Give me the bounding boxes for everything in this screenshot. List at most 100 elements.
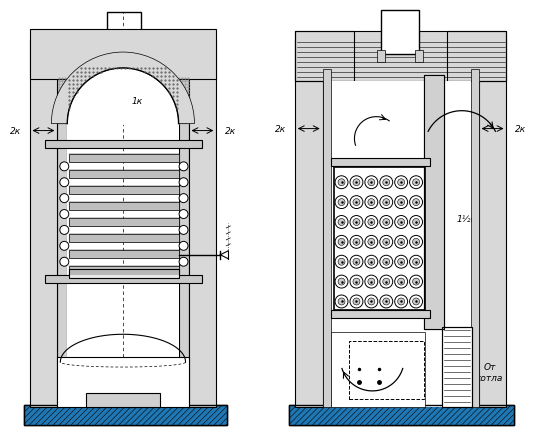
- Bar: [289, 405, 514, 425]
- Circle shape: [398, 179, 405, 186]
- Bar: [30, 30, 216, 80]
- Bar: [330, 311, 430, 318]
- Circle shape: [335, 196, 348, 209]
- Bar: [289, 405, 514, 425]
- Circle shape: [338, 279, 345, 286]
- Circle shape: [398, 199, 405, 206]
- Circle shape: [338, 219, 345, 226]
- Text: 2к: 2к: [225, 127, 236, 136]
- Circle shape: [368, 219, 375, 226]
- Circle shape: [380, 196, 393, 209]
- Bar: [377, 51, 385, 63]
- Circle shape: [398, 298, 405, 305]
- Circle shape: [350, 295, 363, 308]
- Circle shape: [335, 236, 348, 249]
- Bar: [24, 405, 227, 425]
- Text: 1к: 1к: [132, 97, 142, 106]
- Bar: [447, 32, 507, 82]
- Bar: [295, 40, 323, 407]
- Bar: [30, 30, 216, 80]
- Bar: [289, 405, 514, 425]
- Circle shape: [350, 216, 363, 229]
- Circle shape: [365, 216, 378, 229]
- Bar: [471, 70, 479, 407]
- Bar: [442, 328, 472, 407]
- Circle shape: [353, 279, 360, 286]
- Circle shape: [412, 259, 419, 265]
- Circle shape: [412, 239, 419, 246]
- Circle shape: [365, 177, 378, 189]
- Bar: [330, 82, 471, 407]
- Bar: [447, 32, 507, 82]
- Circle shape: [179, 178, 188, 187]
- Circle shape: [353, 179, 360, 186]
- Circle shape: [60, 226, 69, 235]
- Bar: [57, 80, 67, 407]
- Circle shape: [410, 216, 423, 229]
- Circle shape: [410, 177, 423, 189]
- Bar: [70, 171, 178, 179]
- Bar: [30, 40, 57, 407]
- Circle shape: [395, 295, 407, 308]
- Bar: [70, 155, 178, 163]
- Circle shape: [179, 210, 188, 219]
- Bar: [295, 32, 355, 82]
- Bar: [70, 234, 178, 242]
- Circle shape: [365, 196, 378, 209]
- Circle shape: [380, 276, 393, 288]
- Bar: [479, 40, 507, 407]
- Circle shape: [410, 256, 423, 268]
- Text: От
котла: От котла: [476, 363, 503, 382]
- Circle shape: [335, 295, 348, 308]
- Circle shape: [60, 242, 69, 251]
- Circle shape: [368, 239, 375, 246]
- Circle shape: [383, 298, 390, 305]
- Circle shape: [383, 259, 390, 265]
- Circle shape: [383, 279, 390, 286]
- Bar: [323, 70, 330, 407]
- Circle shape: [365, 256, 378, 268]
- Circle shape: [380, 256, 393, 268]
- Text: 1½к: 1½к: [457, 214, 476, 223]
- Circle shape: [60, 178, 69, 187]
- Circle shape: [353, 239, 360, 246]
- Circle shape: [410, 236, 423, 249]
- Bar: [479, 40, 507, 407]
- Circle shape: [353, 259, 360, 265]
- Circle shape: [368, 199, 375, 206]
- Bar: [295, 32, 355, 82]
- Text: 2к: 2к: [515, 125, 526, 134]
- Bar: [24, 405, 227, 425]
- Bar: [70, 250, 178, 258]
- Circle shape: [60, 258, 69, 267]
- Bar: [137, 40, 147, 52]
- Circle shape: [412, 179, 419, 186]
- Bar: [178, 80, 189, 407]
- Circle shape: [179, 194, 188, 203]
- Bar: [295, 40, 323, 407]
- Circle shape: [179, 226, 188, 235]
- Circle shape: [60, 194, 69, 203]
- Circle shape: [412, 298, 419, 305]
- Bar: [107, 13, 141, 45]
- Circle shape: [365, 236, 378, 249]
- Circle shape: [179, 162, 188, 171]
- Bar: [424, 76, 444, 329]
- Bar: [330, 159, 430, 167]
- Circle shape: [335, 216, 348, 229]
- Bar: [24, 405, 227, 425]
- Bar: [67, 80, 178, 407]
- Bar: [424, 76, 444, 329]
- Circle shape: [412, 279, 419, 286]
- Bar: [295, 32, 507, 82]
- Bar: [70, 269, 178, 278]
- Circle shape: [179, 242, 188, 251]
- Bar: [415, 51, 423, 63]
- Text: 2к: 2к: [275, 125, 287, 134]
- Circle shape: [395, 196, 407, 209]
- Bar: [45, 275, 203, 283]
- Text: к дымовой
трубе: к дымовой трубе: [139, 360, 189, 379]
- Circle shape: [380, 177, 393, 189]
- Circle shape: [350, 236, 363, 249]
- Circle shape: [335, 177, 348, 189]
